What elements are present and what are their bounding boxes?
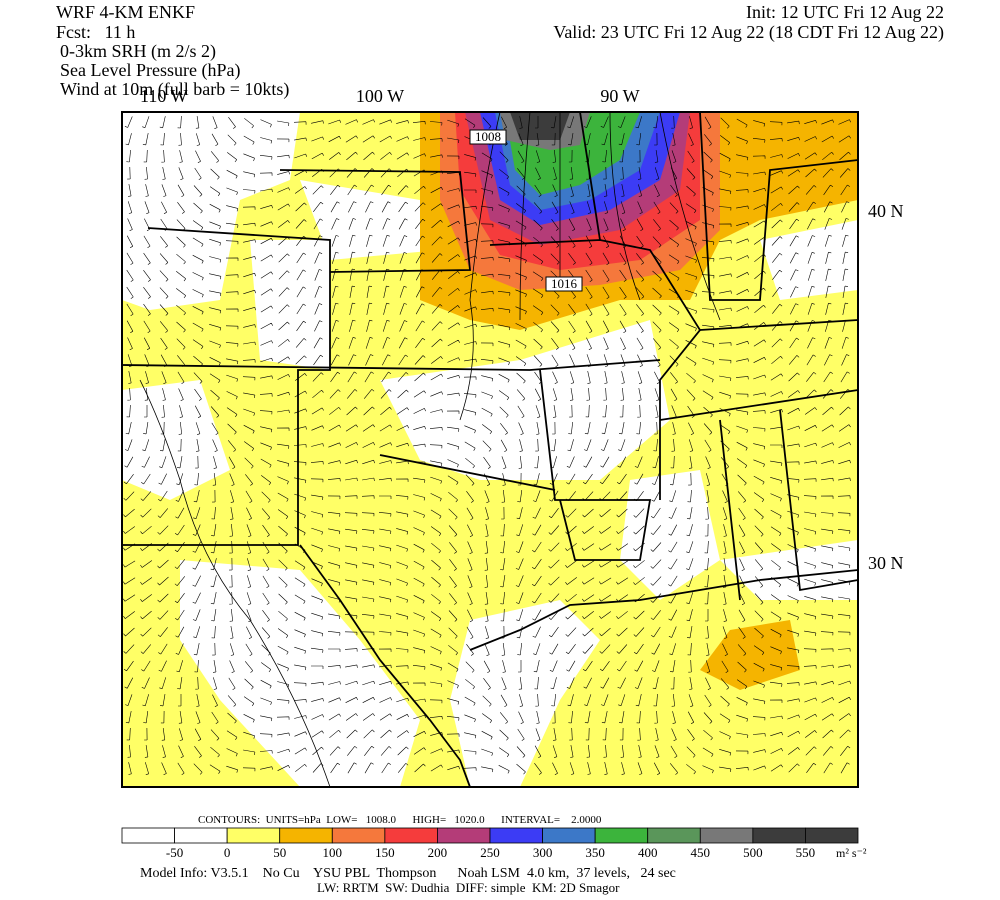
map: 1008 1016: [121, 111, 859, 788]
model-title: WRF 4-KM ENKF: [56, 2, 195, 22]
colorbar-label: -50: [166, 845, 183, 860]
wind-barbs: [123, 115, 851, 775]
colorbar-box: [279, 827, 333, 844]
forecast-hour: Fcst: 11 h: [56, 22, 135, 42]
colorbar-label: 150: [375, 845, 395, 860]
colorbar-box: [489, 827, 543, 844]
contour-info: CONTOURS: UNITS=hPa LOW= 1008.0 HIGH= 10…: [198, 814, 602, 826]
colorbar-box: [226, 827, 281, 844]
colorbar-label: 450: [691, 845, 711, 860]
model-info: LW: RRTM SW: Dudhia DIFF: simple KM: 2D …: [317, 880, 620, 895]
valid-time: Valid: 23 UTC Fri 12 Aug 22 (18 CDT Fri …: [553, 22, 944, 43]
colorbar-label: 500: [743, 845, 763, 860]
colorbar-label: 100: [323, 845, 343, 860]
colorbar-box: [752, 827, 806, 844]
field-name: 0-3km SRH (m 2/s 2): [60, 41, 216, 62]
high-srh-areas: [420, 112, 858, 690]
contour-label-box: [545, 276, 583, 292]
field-name: Wind at 10m (full barb = 10kts): [60, 79, 289, 100]
latitude-label: 40 N: [868, 201, 904, 221]
colorbar-box: [121, 827, 175, 844]
field-name: Sea Level Pressure (hPa): [60, 60, 240, 81]
colorbar-box: [174, 827, 228, 844]
colorbar: -50 0 50 100 150 200 250 300 350 400 450 500 550 m² s…: [121, 827, 867, 860]
colorbar-label: 200: [428, 845, 448, 860]
colorbar-label: 350: [585, 845, 605, 860]
colorbar-label: 250: [480, 845, 500, 860]
latitude-label: 30 N: [868, 553, 904, 573]
longitude-label: 90 W: [600, 86, 639, 106]
colorbar-units: m² s⁻²: [836, 846, 867, 860]
colorbar-box: [647, 827, 701, 844]
pressure-contours: [139, 111, 721, 788]
colorbar-label: 300: [533, 845, 553, 860]
longitude-label: 100 W: [356, 86, 404, 106]
contour-label: 1008: [475, 129, 501, 144]
colorbar-box: [542, 827, 596, 844]
colorbar-box: [805, 827, 859, 844]
longitude-label: 110 W: [140, 86, 188, 106]
init-time: Init: 12 UTC Fri 12 Aug 22: [746, 2, 944, 22]
colorbar-box: [594, 827, 649, 844]
state-borders: [121, 111, 859, 788]
colorbar-label: 400: [638, 845, 658, 860]
model-info: Model Info: V3.5.1 No Cu YSU PBL Thompso…: [140, 866, 676, 881]
colorbar-label: 50: [273, 845, 286, 860]
colorbar-box: [699, 827, 754, 844]
colorbar-box: [384, 827, 438, 844]
colorbar-label: 0: [224, 845, 231, 860]
colorbar-label: 550: [796, 845, 816, 860]
contour-label-box: [469, 129, 507, 145]
colorbar-box: [331, 827, 386, 844]
contour-label: 1016: [551, 276, 578, 291]
map-frame: [121, 111, 859, 788]
colorbar-box: [437, 827, 491, 844]
